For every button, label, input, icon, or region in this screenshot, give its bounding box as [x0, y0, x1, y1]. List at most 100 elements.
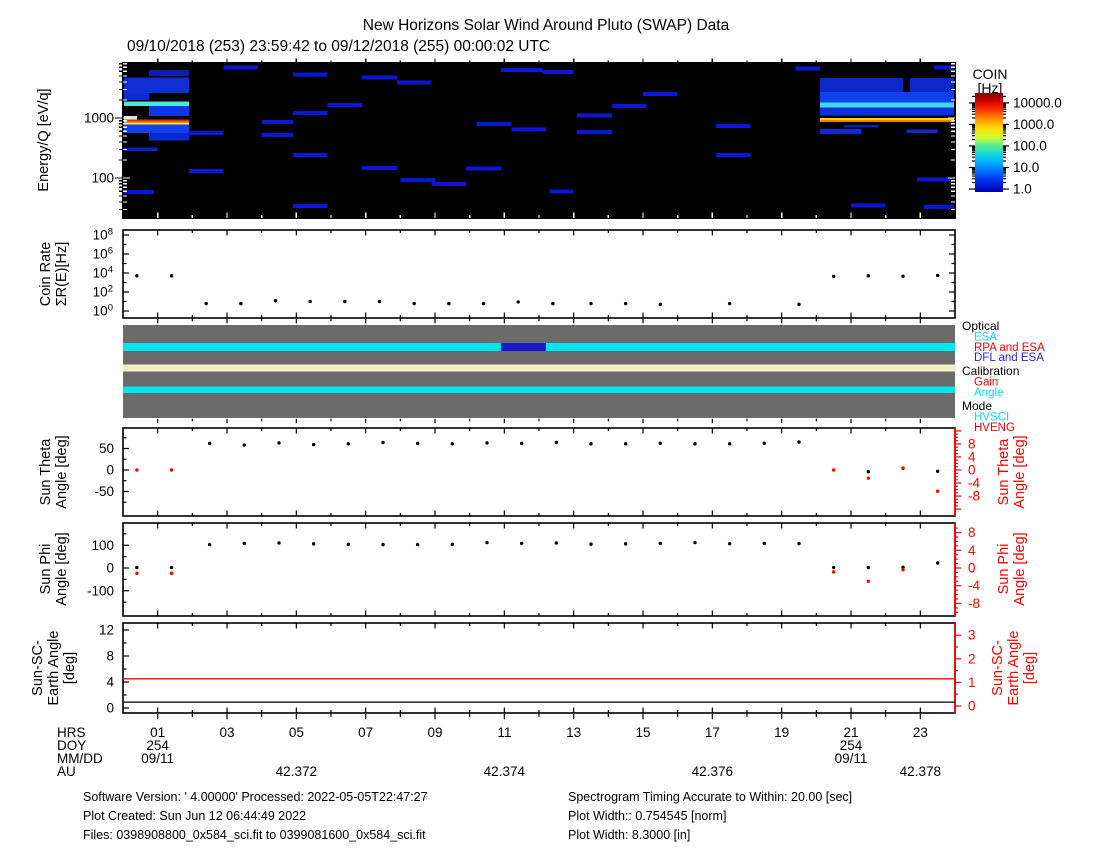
- time-tick-hrs: 17: [705, 725, 720, 740]
- sun-phi-panel-black-point: [797, 541, 801, 546]
- sun-phi-panel-black-point: [693, 540, 697, 545]
- spectrogram-burst-band: [906, 129, 938, 134]
- spectrogram-burst-band: [819, 119, 955, 122]
- spectrogram-burst-band: [123, 77, 189, 94]
- sun-theta-panel-left-tick-label: -50: [94, 484, 114, 499]
- spectrogram-segment: [476, 121, 512, 126]
- phi-right-axis-label-line2: Angle [deg]: [1012, 532, 1028, 605]
- energy-tick-label: 100: [91, 171, 114, 186]
- sun-phi-panel-black-point: [415, 542, 420, 547]
- time-tick-mmdd: 09/11: [835, 751, 868, 766]
- theta-right-axis-label-line1: Sun Theta: [996, 438, 1012, 506]
- theta-axis-label-line2: Angle [deg]: [54, 435, 70, 508]
- time-tick-hrs: 11: [497, 725, 511, 740]
- sun-theta-panel-red-point: [831, 468, 836, 472]
- spectrogram-burst-band: [819, 129, 862, 135]
- sun-theta-panel-left-tick-label: 50: [99, 441, 114, 456]
- sun-theta-panel-right-tick-label: 8: [968, 436, 976, 451]
- time-tick-hrs: 03: [219, 725, 234, 740]
- status-stripe-1: [123, 364, 955, 372]
- sun-theta-panel-black-point: [346, 442, 351, 446]
- colorbar-tick-label: 100.0: [1013, 138, 1047, 153]
- sun-phi-panel-black-point: [450, 542, 455, 547]
- sun-theta-panel-black-point: [589, 442, 593, 446]
- colorbar-units: [Hz]: [978, 80, 1003, 96]
- coin-data-point: [551, 301, 555, 306]
- spectrogram-segment: [292, 72, 328, 77]
- spectrogram-burst-band: [819, 78, 903, 93]
- footer-software-version: Software Version: ' 4.00000' Processed: …: [83, 790, 428, 804]
- time-row-label-mmdd: MM/DD: [57, 751, 103, 766]
- earth-right-tick-label: 2: [968, 651, 976, 666]
- footer-plot-width-in: Plot Width: 8.3000 [in]: [568, 828, 690, 842]
- sun-theta-panel-right-tick-label: 4: [968, 449, 976, 464]
- spectrogram-segment: [292, 204, 328, 209]
- coin-data-point: [516, 300, 520, 304]
- spectrogram-segment: [431, 181, 467, 186]
- sun-phi-panel-black-point: [207, 542, 212, 547]
- spectrogram-burst-band: [123, 101, 189, 106]
- sun-phi-panel-black-point: [589, 542, 593, 546]
- coin-data-point: [239, 301, 243, 306]
- coin-axis-label-line2: ΣR(E)[Hz]: [54, 242, 70, 307]
- sun-theta-panel-black-point: [623, 442, 628, 446]
- sun-theta-panel-black-point: [693, 442, 697, 446]
- spectrogram-segment: [500, 68, 543, 73]
- colorbar-gradient: [975, 93, 1003, 192]
- sun-phi-panel-black-point: [381, 542, 385, 547]
- coin-data-point: [797, 302, 801, 307]
- coin-data-point: [273, 299, 278, 303]
- sun-phi-panel-red-point: [831, 570, 836, 574]
- sun-phi-panel-red-point: [866, 579, 871, 583]
- time-tick-hrs: 09: [427, 725, 442, 740]
- footer-files: Files: 0398908800_0x584_sci.fit to 03990…: [83, 828, 426, 842]
- spectrogram-segment: [923, 204, 955, 209]
- spectrogram-burst-band: [123, 93, 149, 100]
- time-tick-au: 42.378: [900, 764, 941, 779]
- phi-axis-label-line1: Sun Phi: [38, 544, 54, 595]
- status-entry-label: Gain: [974, 376, 998, 388]
- spectrogram-segment: [916, 177, 952, 182]
- earth-right-tick-label: 3: [968, 628, 976, 643]
- time-tick-hrs: 21: [843, 725, 858, 740]
- plot-title: New Horizons Solar Wind Around Pluto (SW…: [363, 17, 730, 34]
- spectrogram-segment: [643, 92, 678, 97]
- spectrogram-segment: [327, 102, 363, 107]
- sun-theta-panel-black-point: [727, 442, 732, 446]
- sun-phi-panel-black-point: [866, 565, 871, 570]
- footer-timing-accuracy: Spectrogram Timing Accurate to Within: 2…: [568, 790, 852, 804]
- time-tick-hrs: 13: [566, 725, 581, 740]
- spectrogram-burst-band: [149, 105, 189, 116]
- coin-data-point: [308, 299, 312, 304]
- sun-theta-panel-black-point: [242, 443, 247, 447]
- sun-theta-panel-right-tick-label: 0: [968, 463, 976, 478]
- sun-phi-panel-black-point: [346, 542, 351, 547]
- coin-data-point: [135, 274, 139, 278]
- spectrogram-burst-band: [123, 122, 189, 125]
- spectrogram-segment: [123, 190, 155, 195]
- sun-phi-panel-black-point: [135, 565, 139, 570]
- time-tick-doy: 254: [146, 738, 169, 753]
- sun-theta-panel-black-point: [554, 440, 559, 445]
- coin-data-point: [204, 301, 208, 306]
- sun-phi-panel-right-tick-label: 4: [968, 543, 976, 558]
- plot-subtitle: 09/10/2018 (253) 23:59:42 to 09/12/2018 …: [127, 38, 550, 55]
- spectrogram-segment: [934, 65, 955, 70]
- spectrogram-segment: [577, 113, 612, 118]
- spectrogram-segment: [362, 75, 397, 80]
- coin-data-point: [901, 274, 905, 278]
- spectrogram-segment: [851, 203, 886, 208]
- theta-axis-label-line1: Sun Theta: [38, 438, 54, 506]
- spectrogram-segment: [362, 165, 397, 170]
- sun-theta-panel-black-point: [311, 442, 316, 447]
- coin-tick-label: 106: [93, 246, 113, 262]
- spectrogram-burst-band: [149, 70, 189, 77]
- sun-theta-panel-right-tick-label: -4: [968, 476, 980, 491]
- coin-data-point: [658, 302, 663, 307]
- time-tick-mmdd: 09/11: [141, 751, 174, 766]
- spectrogram-burst-band: [123, 147, 158, 152]
